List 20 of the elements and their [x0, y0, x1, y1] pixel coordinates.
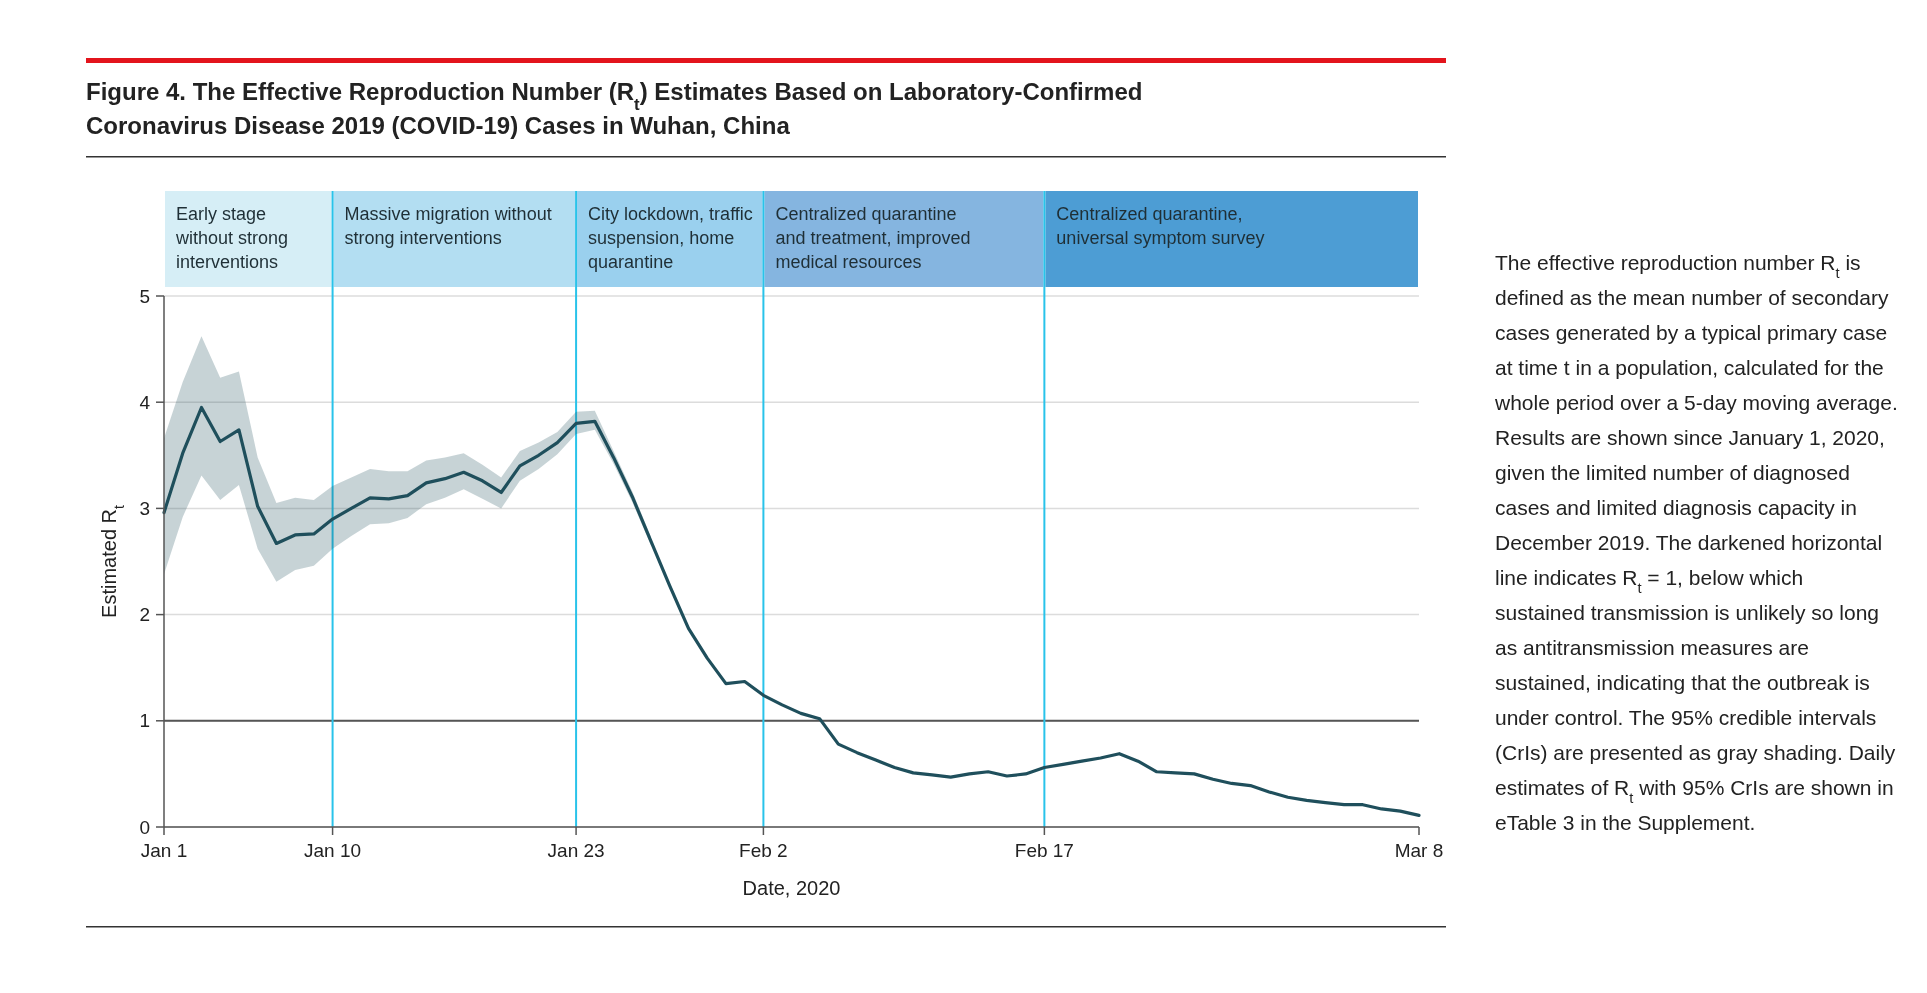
y-tick-label: 2: [139, 604, 150, 626]
x-axis-title: Date, 2020: [742, 877, 841, 899]
text: Centralized quarantine, universal symptom survey: [1056, 204, 1265, 248]
text: Massive migration without strong interventions: [344, 204, 552, 248]
y-tick-label: 4: [139, 391, 151, 413]
text: Centralized quarantine and treatment, improved medical resources: [775, 204, 971, 272]
x-tick-label: Feb 2: [739, 840, 788, 861]
text: Early stage without strong interventions: [175, 204, 289, 272]
text: The effective reproduction number R$_{t}$ is defined as the mean number of secondary cases generated by a typical primary case at time t in a population, calculated for the whole period over a 5-day moving average. Results are shown since January 1, 2020, given the limited number of diagnosed cases and limited diagnosis capacity in December 2019. The darkened horizontal line indicates R$_{t}$ = 1, below which sustained transmission is unlikely so long as antitransmission measures are sustained, indicating that the outbreak is under control. The 95% credible intervals (CrIs) are presented as gray shading. Daily estimates of R$_{t}$ with 95% CrIs are shown in eTable 3 in the Supplement.: [1495, 251, 1898, 834]
y-tick-label: 3: [139, 498, 150, 520]
x-tick-label: Mar 8: [1394, 840, 1444, 861]
x-tick-label: Feb 17: [1014, 840, 1074, 861]
chart-title: Figure 4. The Effective Reproduction Number (R$_{t}$) Estimates Based on Laboratory-Confirmed Coronavirus Disease 2019 (COVID-19) Cases in Wuhan, China: [86, 78, 1143, 139]
text: City lockdown, traffic suspension, home quarantine: [588, 204, 753, 272]
y-tick-label: 1: [139, 710, 150, 732]
x-tick-label: Jan 1: [140, 840, 188, 861]
x-tick-label: Jan 10: [304, 840, 362, 861]
y-tick-label: 5: [139, 285, 150, 307]
x-tick-label: Jan 23: [547, 840, 605, 861]
y-tick-label: 0: [139, 816, 150, 838]
